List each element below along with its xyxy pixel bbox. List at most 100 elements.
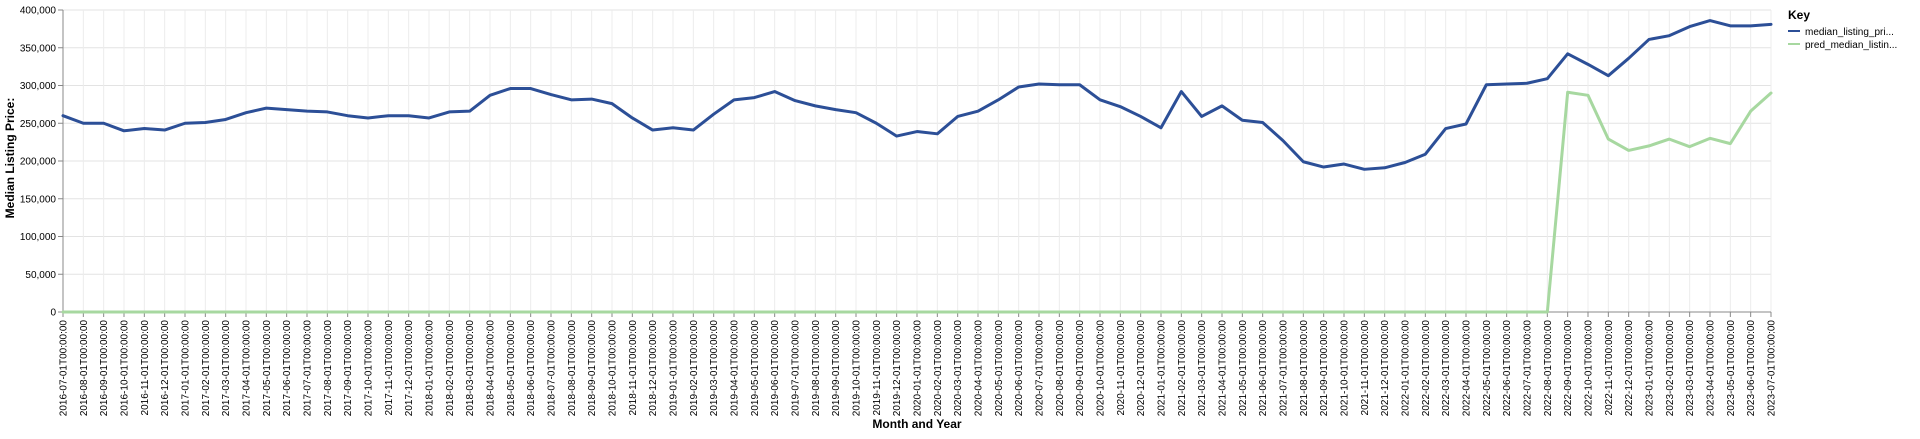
x-tick-label: 2021-11-01T00:00:00 xyxy=(1360,320,1371,416)
y-tick-label: 150,000 xyxy=(20,194,57,205)
x-tick-label: 2020-05-01T00:00:00 xyxy=(994,320,1005,417)
x-tick-label: 2023-04-01T00:00:00 xyxy=(1706,320,1717,417)
x-tick-label: 2016-09-01T00:00:00 xyxy=(99,320,110,417)
x-tick-label: 2020-03-01T00:00:00 xyxy=(953,320,964,417)
x-tick-label: 2019-02-01T00:00:00 xyxy=(689,320,700,417)
x-tick-label: 2020-10-01T00:00:00 xyxy=(1096,320,1107,417)
x-tick-label: 2021-03-01T00:00:00 xyxy=(1197,320,1208,417)
x-tick-label: 2020-04-01T00:00:00 xyxy=(974,320,985,417)
x-tick-label: 2023-01-01T00:00:00 xyxy=(1645,320,1656,417)
x-tick-label: 2021-07-01T00:00:00 xyxy=(1279,320,1290,417)
x-tick-label: 2022-12-01T00:00:00 xyxy=(1624,320,1635,417)
y-tick-label: 350,000 xyxy=(20,43,57,54)
y-tick-label: 100,000 xyxy=(20,232,57,243)
x-tick-label: 2017-03-01T00:00:00 xyxy=(221,320,232,417)
y-tick-label: 300,000 xyxy=(20,81,57,92)
x-tick-label: 2023-07-01T00:00:00 xyxy=(1767,320,1778,417)
x-tick-label: 2021-05-01T00:00:00 xyxy=(1238,320,1249,417)
x-tick-label: 2017-02-01T00:00:00 xyxy=(201,320,212,417)
x-tick-label: 2016-12-01T00:00:00 xyxy=(160,320,171,417)
legend-label-pred: pred_median_listin... xyxy=(1805,40,1897,51)
y-axis-title: Median Listing Price: xyxy=(3,98,17,219)
series-line-pred-median-listing-price xyxy=(61,90,1773,314)
x-tick-label: 2018-05-01T00:00:00 xyxy=(506,320,517,417)
x-tick-label: 2017-01-01T00:00:00 xyxy=(181,320,192,417)
gridlines xyxy=(62,9,1772,313)
x-tick-label: 2019-11-01T00:00:00 xyxy=(872,320,883,416)
x-tick-label: 2017-10-01T00:00:00 xyxy=(364,320,375,417)
x-tick-label: 2020-11-01T00:00:00 xyxy=(1116,320,1127,416)
x-tick-label: 2020-07-01T00:00:00 xyxy=(1035,320,1046,417)
x-tick-label: 2021-09-01T00:00:00 xyxy=(1319,320,1330,417)
x-tick-label: 2019-08-01T00:00:00 xyxy=(811,320,822,417)
x-tick-label: 2019-12-01T00:00:00 xyxy=(892,320,903,417)
x-tick-label: 2021-10-01T00:00:00 xyxy=(1340,320,1351,417)
x-tick-label: 2020-08-01T00:00:00 xyxy=(1055,320,1066,417)
x-tick-label: 2020-02-01T00:00:00 xyxy=(933,320,944,417)
x-tick-label: 2017-07-01T00:00:00 xyxy=(303,320,314,417)
x-tick-label: 2022-07-01T00:00:00 xyxy=(1523,320,1534,417)
x-tick-label: 2018-11-01T00:00:00 xyxy=(628,320,639,416)
x-tick-label: 2019-01-01T00:00:00 xyxy=(669,320,680,417)
x-tick-label: 2022-01-01T00:00:00 xyxy=(1401,320,1412,417)
legend-label-median: median_listing_pri... xyxy=(1805,27,1894,38)
axes: 0 50,000 100,000 150,000 200,000 250,000 300,0… xyxy=(20,6,1778,417)
x-tick-label: 2021-06-01T00:00:00 xyxy=(1258,320,1269,417)
y-tick-label: 250,000 xyxy=(20,119,57,130)
x-tick-label: 2018-06-01T00:00:00 xyxy=(526,320,537,417)
x-tick-label: 2020-06-01T00:00:00 xyxy=(1014,320,1025,417)
x-tick-label: 2022-04-01T00:00:00 xyxy=(1462,320,1473,417)
x-tick-label: 2016-10-01T00:00:00 xyxy=(120,320,131,417)
x-tick-label: 2020-12-01T00:00:00 xyxy=(1136,320,1147,417)
x-tick-label: 2019-10-01T00:00:00 xyxy=(852,320,863,417)
x-tick-label: 2020-09-01T00:00:00 xyxy=(1075,320,1086,417)
x-tick-label: 2022-10-01T00:00:00 xyxy=(1584,320,1595,417)
x-tick-label: 2017-08-01T00:00:00 xyxy=(323,320,334,417)
x-tick-label: 2017-12-01T00:00:00 xyxy=(404,320,415,417)
x-tick-label: 2019-04-01T00:00:00 xyxy=(730,320,741,417)
x-axis-title: Month and Year xyxy=(872,417,961,431)
x-tick-label: 2016-07-01T00:00:00 xyxy=(59,320,70,417)
x-tick-label: 2023-02-01T00:00:00 xyxy=(1665,320,1676,417)
y-tick-label: 50,000 xyxy=(25,270,56,281)
x-tick-label: 2023-06-01T00:00:00 xyxy=(1746,320,1757,417)
x-tick-label: 2020-01-01T00:00:00 xyxy=(913,320,924,417)
x-tick-label: 2022-11-01T00:00:00 xyxy=(1604,320,1615,416)
x-tick-label: 2018-12-01T00:00:00 xyxy=(648,320,659,417)
x-tick-label: 2023-03-01T00:00:00 xyxy=(1685,320,1696,417)
x-tick-label: 2022-09-01T00:00:00 xyxy=(1563,320,1574,417)
x-tick-label: 2017-04-01T00:00:00 xyxy=(242,320,253,417)
x-tick-label: 2017-11-01T00:00:00 xyxy=(384,320,395,416)
y-tick-label: 200,000 xyxy=(20,157,57,168)
x-tick-label: 2019-07-01T00:00:00 xyxy=(791,320,802,417)
x-tick-label: 2016-08-01T00:00:00 xyxy=(79,320,90,417)
x-tick-label: 2018-01-01T00:00:00 xyxy=(425,320,436,417)
x-tick-label: 2018-08-01T00:00:00 xyxy=(567,320,578,417)
x-tick-label: 2022-08-01T00:00:00 xyxy=(1543,320,1554,417)
legend: Key median_listing_pri... pred_median_li… xyxy=(1788,8,1897,51)
x-tick-label: 2018-04-01T00:00:00 xyxy=(486,320,497,417)
x-tick-label: 2018-10-01T00:00:00 xyxy=(608,320,619,417)
x-tick-label: 2017-09-01T00:00:00 xyxy=(343,320,354,417)
x-tick-label: 2019-06-01T00:00:00 xyxy=(770,320,781,417)
legend-title: Key xyxy=(1788,8,1810,22)
x-tick-label: 2022-03-01T00:00:00 xyxy=(1441,320,1452,417)
x-tick-label: 2022-02-01T00:00:00 xyxy=(1421,320,1432,417)
series-line-median-listing-price xyxy=(61,19,1773,171)
x-tick-label: 2021-02-01T00:00:00 xyxy=(1177,320,1188,417)
x-tick-label: 2021-08-01T00:00:00 xyxy=(1299,320,1310,417)
x-tick-label: 2018-02-01T00:00:00 xyxy=(445,320,456,417)
x-tick-label: 2021-12-01T00:00:00 xyxy=(1380,320,1391,417)
y-tick-label: 0 xyxy=(50,308,56,319)
y-tick-label: 400,000 xyxy=(20,6,57,17)
x-tick-label: 2022-05-01T00:00:00 xyxy=(1482,320,1493,417)
series-lines xyxy=(61,19,1773,314)
x-tick-label: 2022-06-01T00:00:00 xyxy=(1502,320,1513,417)
x-tick-label: 2019-03-01T00:00:00 xyxy=(709,320,720,417)
x-tick-label: 2016-11-01T00:00:00 xyxy=(140,320,151,416)
x-tick-label: 2017-05-01T00:00:00 xyxy=(262,320,273,417)
x-tick-label: 2021-04-01T00:00:00 xyxy=(1218,320,1229,417)
x-tick-label: 2018-09-01T00:00:00 xyxy=(587,320,598,417)
